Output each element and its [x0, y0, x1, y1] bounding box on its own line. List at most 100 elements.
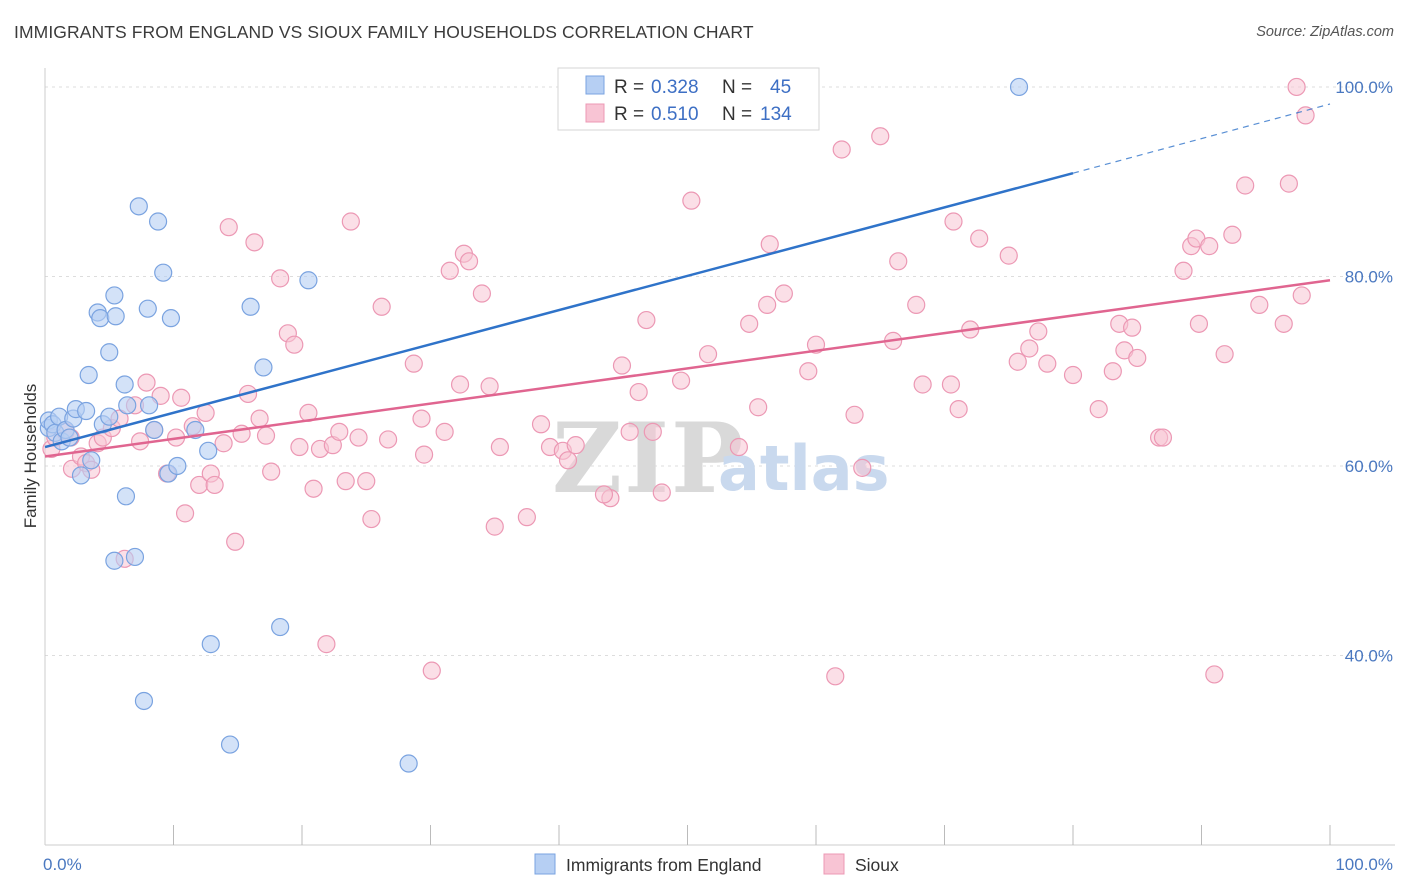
sioux-point: [729, 437, 749, 457]
sioux-point: [949, 400, 968, 419]
sioux-point: [760, 235, 779, 254]
legend-england-n-label: N =: [722, 77, 752, 98]
sioux-point: [1038, 354, 1057, 373]
england-point: [134, 691, 154, 711]
sioux-point: [205, 475, 224, 495]
sioux-point: [1292, 286, 1311, 305]
england-point: [79, 365, 98, 385]
england-point: [100, 407, 119, 426]
england-point: [199, 441, 218, 460]
legend-bottom-england-swatch: [534, 853, 556, 875]
sioux-point: [1029, 322, 1048, 341]
trend-lines: [44, 103, 1331, 458]
england-trend-extension: [1072, 103, 1331, 174]
sioux-point: [907, 295, 926, 314]
sioux-point: [970, 229, 989, 248]
england-point: [399, 754, 418, 773]
sioux-point: [226, 532, 245, 551]
sioux-point: [799, 362, 818, 381]
england-point: [77, 401, 96, 421]
sioux-point: [889, 252, 908, 271]
y-tick-label: 80.0%: [1345, 267, 1393, 286]
sioux-point: [999, 246, 1018, 265]
sioux-point: [671, 371, 691, 390]
sioux-point: [362, 509, 381, 529]
sioux-point: [137, 373, 156, 392]
sioux-point: [620, 422, 639, 441]
sioux-point: [317, 635, 336, 654]
england-point: [241, 297, 260, 316]
sioux-point: [175, 504, 195, 523]
england-point: [106, 307, 125, 326]
england-point: [145, 420, 164, 440]
england-points: [39, 77, 1029, 773]
sioux-point: [853, 458, 872, 477]
sioux-point: [357, 472, 376, 491]
england-point: [139, 396, 159, 415]
x-tick-label: 100.0%: [1335, 855, 1393, 874]
england-point: [201, 635, 220, 654]
sioux-point: [304, 479, 323, 498]
sioux-point: [531, 415, 551, 434]
sioux-point: [336, 472, 355, 491]
england-point: [118, 396, 137, 415]
x-tick-label: 0.0%: [43, 855, 82, 874]
sioux-point: [740, 314, 759, 333]
sioux-point: [219, 218, 238, 237]
sioux-point: [262, 462, 281, 481]
england-point: [105, 551, 124, 570]
sioux-point: [1063, 365, 1083, 385]
england-point: [168, 456, 187, 476]
sioux-point: [1153, 428, 1173, 447]
legend-sioux-swatch: [585, 103, 605, 123]
sioux-point: [480, 377, 499, 396]
sioux-point: [1174, 261, 1193, 280]
sioux-point: [1236, 176, 1255, 195]
sioux-trend-line: [44, 279, 1331, 458]
sioux-point: [913, 375, 932, 394]
sioux-point: [1123, 318, 1142, 337]
y-tick-labels: 40.0% 60.0% 80.0% 100.0%: [1335, 78, 1393, 666]
sioux-point: [698, 345, 718, 364]
sioux-point: [404, 354, 423, 373]
england-point: [82, 451, 101, 470]
sioux-point: [341, 212, 360, 231]
sioux-point: [629, 382, 648, 402]
sioux-point: [285, 335, 304, 354]
sioux-point: [1205, 665, 1224, 684]
sioux-point: [172, 388, 191, 407]
sioux-point: [612, 356, 632, 375]
england-point: [220, 735, 240, 754]
england-point: [116, 487, 136, 506]
sioux-point: [1020, 339, 1039, 358]
sioux-point: [871, 127, 890, 146]
sioux-point: [378, 430, 398, 449]
england-trend-line: [44, 171, 1074, 449]
sioux-point: [832, 140, 851, 159]
sioux-point: [245, 233, 264, 252]
sioux-point: [682, 191, 701, 210]
legend-bottom-england-label: Immigrants from England: [566, 855, 762, 875]
england-point: [100, 343, 119, 362]
sioux-point: [1250, 295, 1269, 314]
england-point: [71, 466, 91, 485]
source-label: Source: ZipAtlas.com: [1256, 24, 1394, 40]
legend-england-n-value: 45: [770, 77, 791, 98]
sioux-point: [290, 437, 309, 457]
sioux-points: [42, 77, 1315, 686]
england-point: [161, 309, 181, 328]
sioux-point: [558, 451, 578, 470]
sioux-point: [330, 422, 349, 441]
sioux-point: [944, 212, 963, 231]
y-tick-label: 100.0%: [1335, 78, 1393, 97]
sioux-point: [256, 426, 276, 445]
watermark-zip-text: ZIP: [552, 402, 745, 515]
sioux-point: [566, 436, 585, 455]
watermark: ZIP atlas: [552, 402, 889, 515]
legend-england-r-label: R =: [614, 77, 644, 98]
sioux-point: [349, 428, 368, 447]
england-point: [299, 271, 318, 290]
england-point: [271, 617, 290, 637]
legend-top: R = 0.328 N = 45 R = 0.510 N = 134: [557, 67, 820, 131]
